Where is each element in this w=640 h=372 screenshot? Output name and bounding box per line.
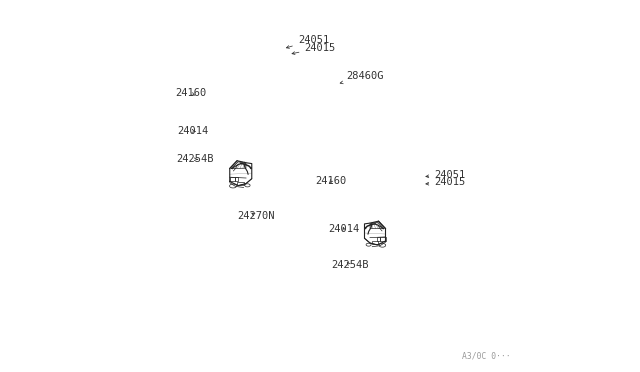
Text: 24051: 24051: [426, 170, 465, 180]
Bar: [230, 177, 235, 181]
Bar: [380, 237, 385, 241]
Bar: [237, 182, 244, 185]
Text: 28460G: 28460G: [340, 71, 384, 84]
Text: 24160: 24160: [175, 88, 207, 98]
Text: 24160: 24160: [316, 176, 347, 186]
Bar: [378, 237, 380, 241]
Text: 24051: 24051: [287, 35, 329, 48]
Bar: [235, 177, 238, 181]
Text: 24014: 24014: [177, 126, 209, 136]
Text: 24254B: 24254B: [331, 260, 369, 270]
Text: 24254B: 24254B: [176, 154, 214, 164]
Text: A3/0C 0···: A3/0C 0···: [461, 352, 510, 361]
Text: 24015: 24015: [426, 177, 465, 187]
Text: 24014: 24014: [328, 224, 360, 234]
Bar: [372, 241, 378, 244]
Text: 24015: 24015: [292, 43, 336, 54]
Text: 24270N: 24270N: [237, 211, 275, 221]
